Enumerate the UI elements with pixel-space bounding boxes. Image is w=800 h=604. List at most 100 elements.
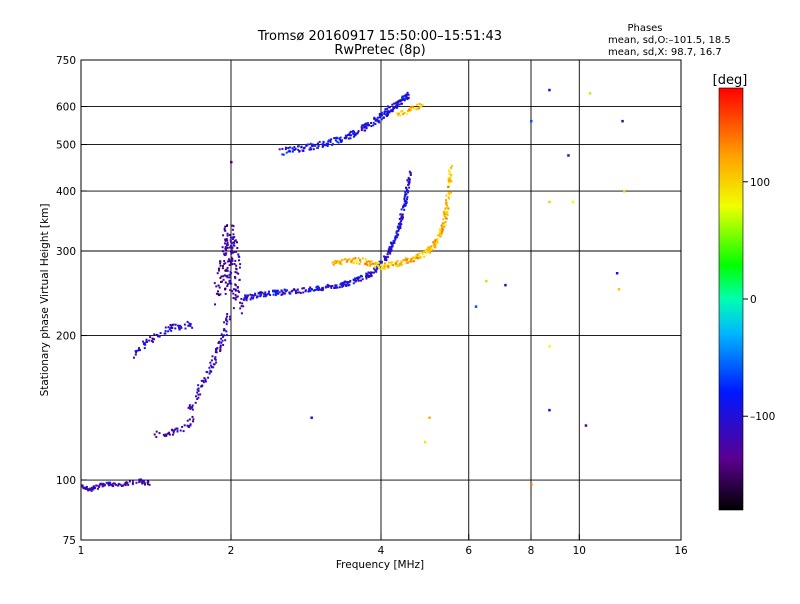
data-point (354, 280, 357, 283)
data-point (448, 192, 451, 194)
data-point (396, 104, 399, 107)
data-point (148, 483, 151, 486)
data-point (147, 483, 149, 486)
data-point (138, 481, 141, 484)
data-point (204, 378, 207, 381)
data-point (359, 260, 362, 263)
data-point (175, 427, 178, 430)
data-point (291, 147, 294, 150)
data-point (214, 358, 217, 361)
data-point (407, 93, 410, 96)
data-point (282, 153, 285, 156)
data-point (239, 301, 242, 304)
data-point (228, 259, 231, 262)
data-point (171, 327, 174, 329)
data-point (312, 289, 315, 292)
data-point (448, 181, 451, 184)
data-point (131, 481, 134, 484)
data-point (377, 119, 380, 122)
data-point (344, 136, 347, 139)
data-point (289, 146, 292, 149)
data-point (441, 230, 443, 233)
data-point (188, 322, 191, 325)
data-point (391, 245, 394, 248)
data-point (229, 239, 232, 242)
data-point (419, 256, 422, 259)
data-point (139, 349, 141, 352)
data-point (274, 294, 277, 297)
data-point (567, 154, 570, 157)
data-point (222, 265, 224, 267)
y-tick-label: 300 (56, 246, 76, 258)
phases-x-line: mean, sd,X: 98.7, 16.7 (608, 47, 722, 58)
data-point (399, 227, 402, 230)
data-point (171, 433, 174, 436)
data-point (220, 341, 223, 344)
data-point (387, 251, 390, 253)
data-point (82, 487, 85, 490)
data-point (222, 275, 225, 278)
data-point (436, 239, 439, 242)
data-point (395, 112, 398, 115)
data-point (164, 332, 167, 335)
data-point (228, 233, 231, 236)
data-point (433, 246, 436, 249)
data-point (417, 255, 420, 257)
x-tick-label: 1 (78, 545, 85, 557)
data-point (181, 425, 184, 428)
data-point (391, 244, 394, 247)
data-point (219, 344, 222, 347)
data-point (448, 172, 451, 175)
data-point (228, 246, 231, 249)
data-point (443, 222, 446, 225)
data-point (308, 148, 311, 151)
data-point (197, 384, 200, 387)
data-point (219, 262, 222, 265)
data-point (235, 296, 238, 299)
data-point (444, 221, 447, 223)
data-point (399, 225, 402, 228)
data-point (341, 284, 344, 287)
data-point (383, 255, 385, 258)
data-point (343, 283, 346, 286)
data-point (370, 125, 373, 128)
data-point (385, 259, 388, 262)
data-point (317, 145, 320, 148)
data-point (191, 404, 194, 407)
data-point (444, 224, 447, 227)
data-point (143, 482, 146, 485)
data-point (421, 252, 424, 255)
data-point (364, 263, 367, 265)
data-point (407, 260, 410, 263)
data-point (224, 225, 227, 228)
data-point (376, 118, 379, 121)
data-point (404, 191, 407, 194)
data-point (318, 286, 320, 289)
data-point (330, 286, 333, 289)
data-point (405, 260, 408, 263)
data-point (375, 265, 378, 268)
data-point (155, 436, 158, 438)
x-tick-label: 10 (573, 545, 586, 557)
x-tick-label: 8 (528, 545, 535, 557)
data-point (440, 224, 443, 227)
data-point (339, 261, 342, 264)
data-point (261, 291, 264, 294)
data-point (430, 245, 433, 248)
data-point (446, 204, 448, 207)
data-point (155, 430, 158, 433)
data-point (134, 353, 137, 356)
data-point (436, 238, 439, 241)
data-point (214, 303, 216, 306)
data-point (112, 482, 115, 485)
data-point (409, 109, 412, 112)
data-point (189, 325, 192, 328)
data-point (234, 271, 237, 274)
data-point (423, 255, 426, 258)
data-point (183, 424, 186, 427)
data-point (408, 186, 411, 189)
data-point (148, 339, 151, 342)
data-point (290, 290, 293, 293)
data-point (369, 272, 372, 275)
data-point (229, 236, 232, 239)
